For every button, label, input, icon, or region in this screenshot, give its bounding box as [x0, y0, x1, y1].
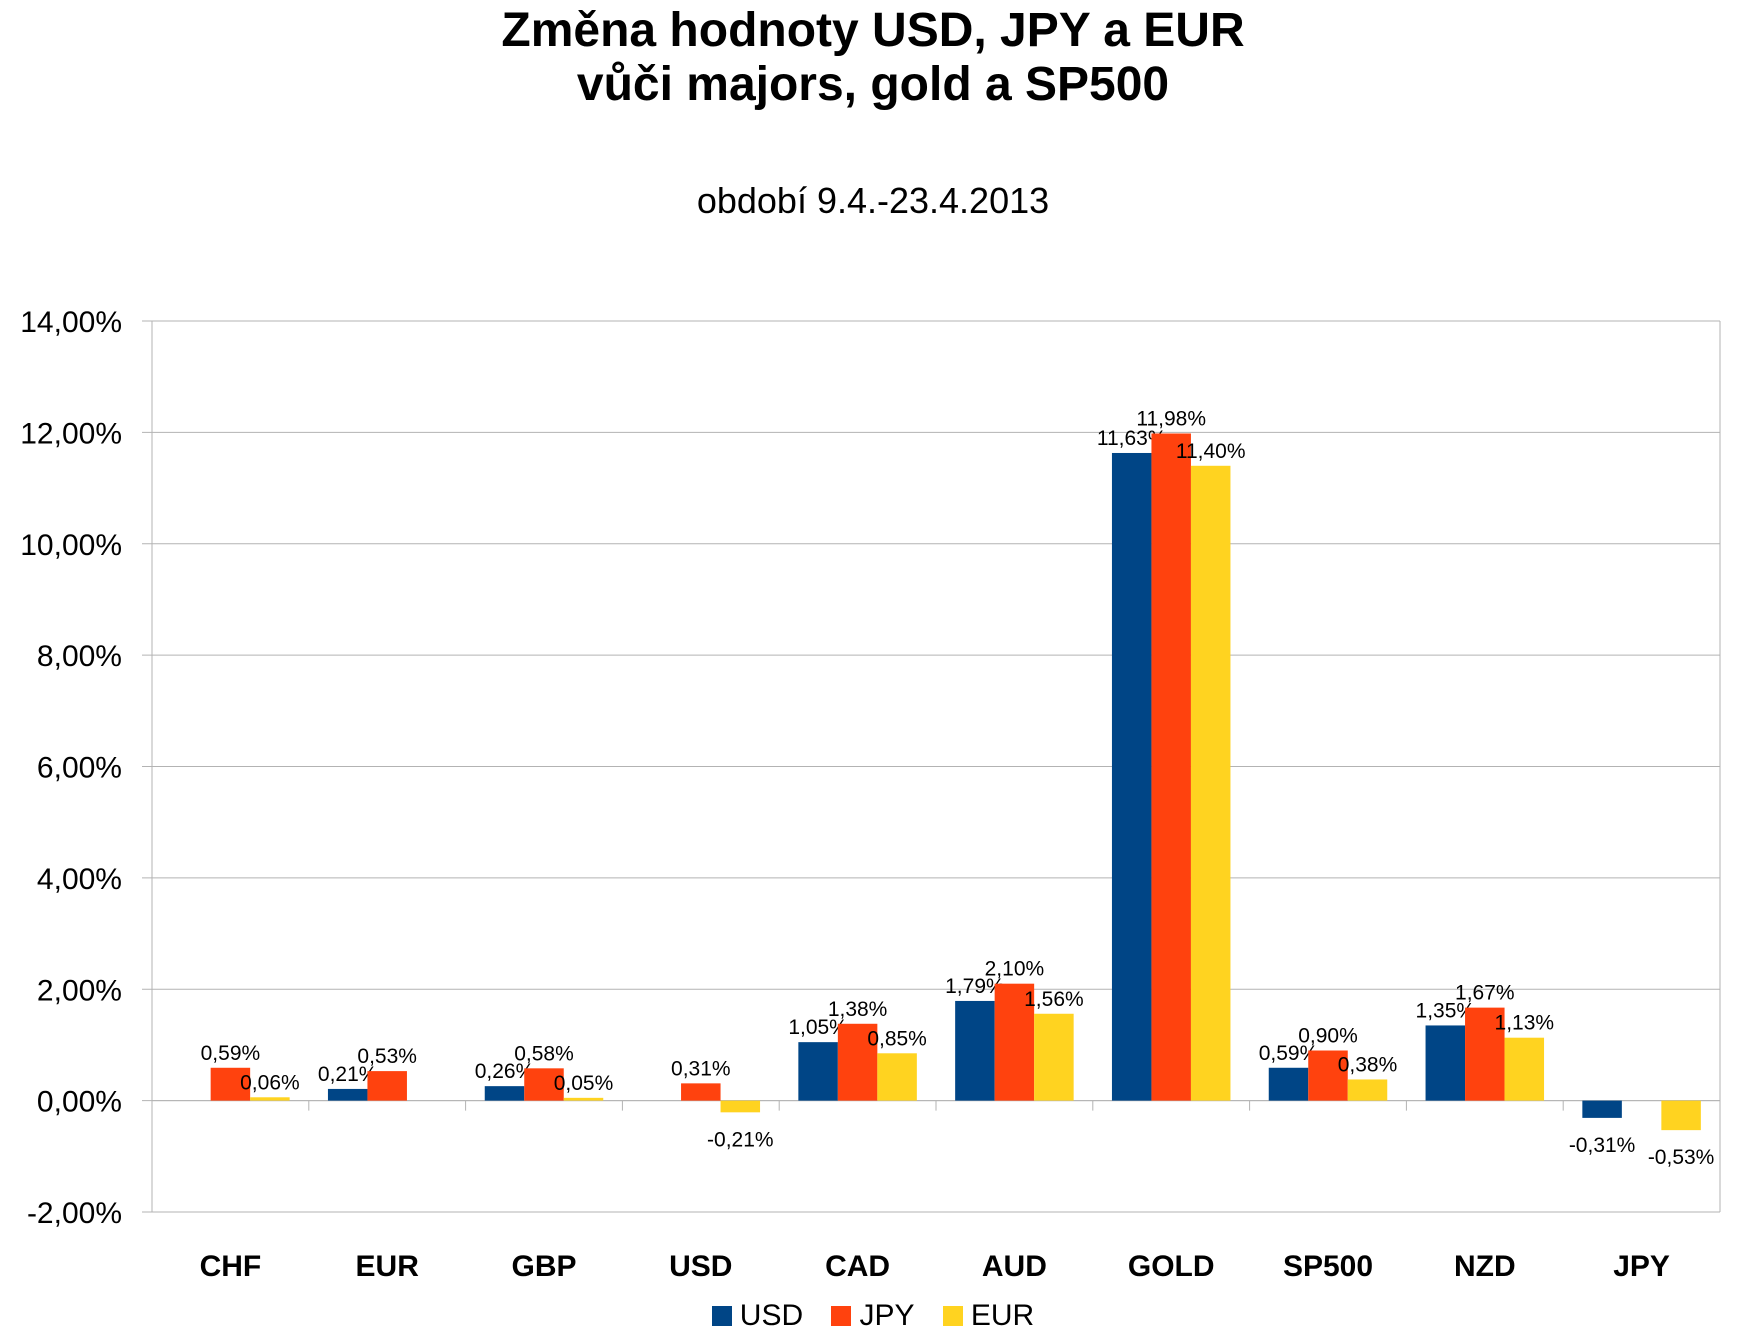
x-tick-label: USD — [669, 1250, 732, 1283]
data-label-eur: 1,56% — [1024, 988, 1084, 1011]
data-label-jpy: 1,38% — [828, 998, 888, 1021]
data-label-usd: 1,35% — [1416, 999, 1476, 1022]
bar-eur — [1661, 1100, 1701, 1131]
bar-eur — [250, 1097, 290, 1101]
data-label-jpy: 1,67% — [1455, 982, 1515, 1005]
data-label-usd: 0,59% — [1259, 1042, 1319, 1065]
y-tick-label: 6,00% — [37, 752, 122, 785]
x-tick-label: GOLD — [1128, 1250, 1215, 1283]
y-tick-label: -2,00% — [27, 1197, 122, 1230]
bar-jpy — [1465, 1007, 1505, 1101]
bar-eur — [877, 1053, 917, 1101]
data-label-eur: 1,13% — [1495, 1012, 1555, 1035]
chart-title-line1: Změna hodnoty USD, JPY a EUR — [501, 4, 1245, 57]
data-label-jpy: 2,10% — [985, 958, 1045, 981]
legend: USD JPY EUR — [0, 1298, 1746, 1333]
y-tick-label: 14,00% — [20, 306, 122, 339]
bar-jpy — [681, 1083, 721, 1101]
legend-swatch-eur — [942, 1306, 963, 1327]
y-tick-label: 4,00% — [37, 863, 122, 896]
bar-eur — [1034, 1013, 1074, 1101]
bar-eur — [1347, 1079, 1388, 1101]
bar-jpy — [367, 1071, 407, 1101]
bar-usd — [1425, 1025, 1466, 1101]
x-tick-label: EUR — [356, 1250, 420, 1283]
data-label-jpy: 0,90% — [1298, 1025, 1358, 1048]
y-tick-label: 2,00% — [37, 974, 122, 1007]
data-label-eur: -0,53% — [1648, 1146, 1715, 1169]
legend-item-eur: EUR — [942, 1299, 1035, 1333]
y-tick-label: 12,00% — [20, 417, 122, 450]
x-tick-label: AUD — [982, 1250, 1047, 1283]
bar-usd — [798, 1042, 838, 1101]
bar-jpy — [837, 1023, 878, 1101]
data-label-eur: 0,38% — [1338, 1053, 1398, 1076]
data-label-jpy: 0,31% — [671, 1057, 731, 1080]
legend-swatch-jpy — [831, 1306, 852, 1327]
data-label-eur: 11,40% — [1176, 440, 1246, 463]
bar-jpy — [1151, 433, 1191, 1101]
legend-label-usd: USD — [739, 1299, 804, 1333]
legend-swatch-usd — [711, 1306, 732, 1327]
legend-label-eur: EUR — [970, 1299, 1035, 1333]
data-label-usd: -0,31% — [1569, 1134, 1636, 1157]
chart-subtitle: období 9.4.-23.4.2013 — [696, 180, 1050, 221]
y-tick-label: 10,00% — [20, 529, 122, 562]
y-tick-label: 8,00% — [37, 640, 122, 673]
bar-usd — [484, 1086, 525, 1101]
x-tick-label: GBP — [511, 1250, 576, 1283]
data-label-eur: 0,06% — [240, 1071, 300, 1094]
bar-eur — [1504, 1037, 1545, 1101]
chart-title-line2: vůči majors, gold a SP500 — [576, 58, 1170, 111]
bar-jpy — [210, 1067, 251, 1101]
x-tick-label: CAD — [825, 1250, 890, 1283]
bar-usd — [1268, 1067, 1309, 1101]
bar-eur — [1190, 465, 1231, 1101]
data-label-jpy: 0,58% — [514, 1042, 574, 1065]
x-tick-label: NZD — [1454, 1250, 1516, 1283]
bar-jpy — [524, 1068, 564, 1101]
bar-jpy — [1308, 1050, 1348, 1101]
data-label-jpy: 0,53% — [357, 1045, 417, 1068]
data-label-jpy: 11,98% — [1136, 407, 1206, 430]
bar-usd — [1582, 1100, 1622, 1118]
data-label-usd: 11,63% — [1097, 427, 1167, 450]
data-label-usd: 0,21% — [318, 1063, 378, 1086]
bar-jpy — [994, 983, 1035, 1101]
bar-usd — [327, 1088, 368, 1101]
bar-usd — [1111, 452, 1152, 1101]
x-tick-label: SP500 — [1283, 1250, 1373, 1283]
data-label-usd: 0,26% — [475, 1060, 535, 1083]
data-label-eur: -0,21% — [707, 1128, 774, 1151]
data-label-eur: 0,05% — [554, 1072, 614, 1095]
data-label-jpy: 0,59% — [201, 1042, 261, 1065]
data-label-usd: 1,79% — [945, 975, 1005, 998]
legend-label-jpy: JPY — [859, 1299, 915, 1333]
bar-eur — [563, 1097, 604, 1101]
bar-eur — [720, 1100, 761, 1113]
legend-item-jpy: JPY — [831, 1299, 915, 1333]
legend-item-usd: USD — [711, 1299, 804, 1333]
y-tick-label: 0,00% — [37, 1086, 122, 1119]
bar-usd — [955, 1000, 995, 1101]
x-tick-label: CHF — [200, 1250, 262, 1283]
data-label-usd: 1,05% — [788, 1016, 848, 1039]
data-label-eur: 0,85% — [867, 1027, 927, 1050]
x-tick-label: JPY — [1613, 1250, 1670, 1283]
